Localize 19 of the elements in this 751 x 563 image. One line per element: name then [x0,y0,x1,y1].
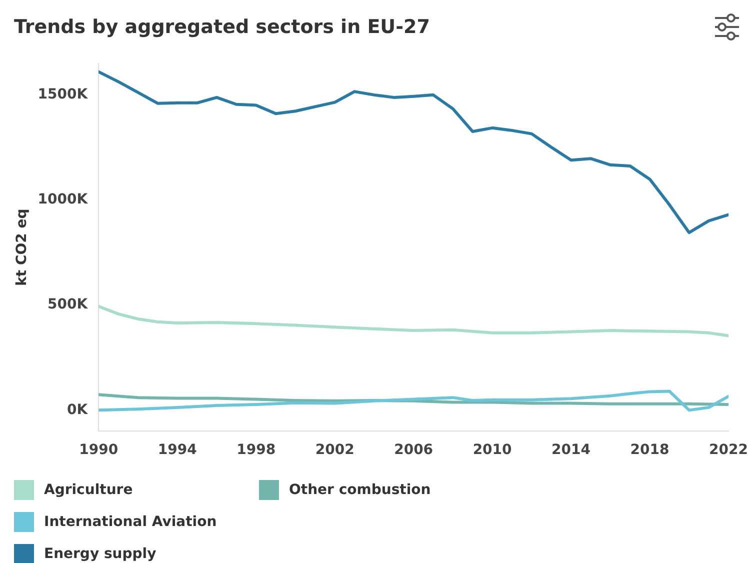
y-tick-label: 500K [48,296,89,313]
x-tick-label: 1994 [158,442,198,458]
x-tick-label: 2002 [315,442,354,458]
legend-label: Energy supply [44,546,156,562]
x-tick-label: 1998 [236,442,276,458]
x-tick-label: 2022 [709,442,748,458]
legend-label: International Aviation [44,514,217,530]
x-tick-label: 1990 [79,442,118,458]
chart-title: Trends by aggregated sectors in EU-27 [14,16,430,38]
y-tick-label: 1500K [38,86,89,103]
legend-label: Agriculture [44,482,133,498]
x-tick-label: 2006 [394,442,434,458]
x-tick-label: 2018 [630,442,670,458]
y-tick-label: 0K [67,402,89,418]
x-tick-label: 2010 [472,442,512,458]
y-axis-title: kt CO2 eq [14,208,30,286]
x-tick-label: 2014 [552,442,591,458]
legend-label: Other combustion [289,482,431,498]
y-tick-label: 1000K [38,192,89,208]
